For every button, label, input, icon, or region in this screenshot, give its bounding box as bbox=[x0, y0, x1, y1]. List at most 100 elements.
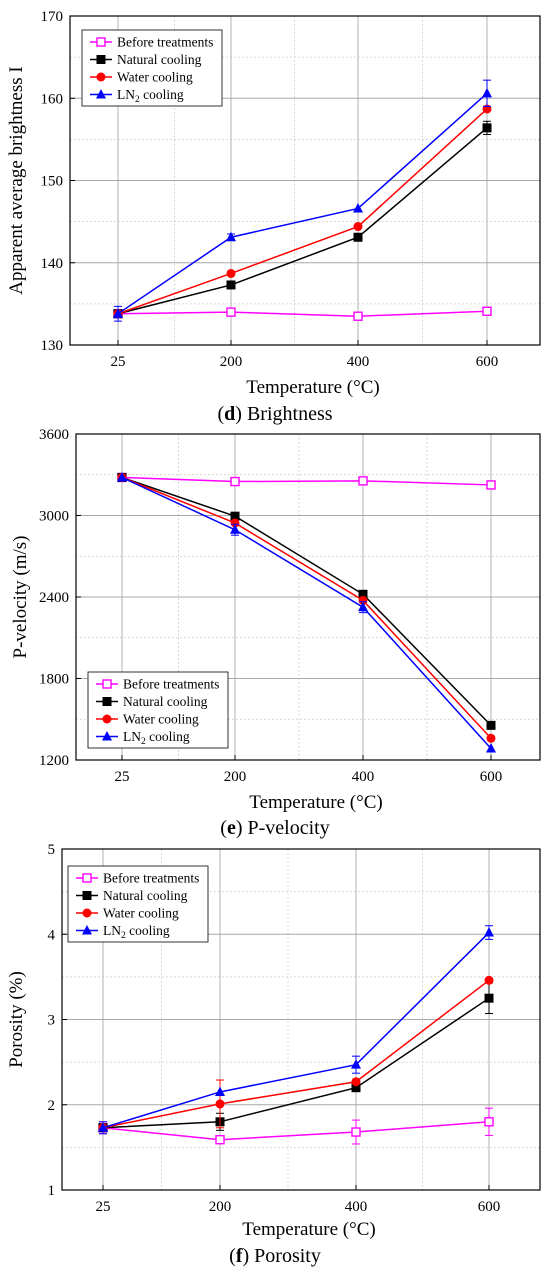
legend-label-rest: cooling bbox=[146, 729, 190, 744]
series-ln2-cooling bbox=[98, 925, 494, 1135]
y-tick-label: 150 bbox=[41, 174, 64, 190]
series-line bbox=[121, 476, 492, 749]
series-before-treatments bbox=[98, 1107, 494, 1145]
y-tick-label: 3 bbox=[48, 1013, 56, 1029]
data-point bbox=[358, 476, 368, 486]
y-tick-label: 1 bbox=[48, 1183, 56, 1199]
series-line bbox=[117, 127, 488, 315]
legend-marker bbox=[96, 55, 106, 64]
data-point bbox=[353, 222, 363, 232]
y-tick-label: 1200 bbox=[39, 753, 69, 769]
series-line bbox=[117, 108, 488, 315]
y-tick-label: 2 bbox=[48, 1098, 56, 1114]
data-point bbox=[226, 307, 236, 317]
caption-text: Brightness bbox=[247, 403, 333, 425]
x-tick-label: 600 bbox=[476, 354, 499, 370]
data-point bbox=[351, 1059, 361, 1069]
caption-close: ) bbox=[236, 817, 248, 839]
data-point bbox=[226, 280, 236, 290]
data-point bbox=[484, 1117, 494, 1127]
data-point bbox=[484, 993, 494, 1003]
data-point bbox=[351, 1077, 361, 1087]
legend-subscript: 2 bbox=[121, 931, 126, 941]
legend-marker bbox=[102, 731, 112, 741]
data-point bbox=[353, 232, 363, 242]
legend-marker bbox=[82, 925, 92, 935]
series-line bbox=[121, 476, 492, 486]
legend-label-rest: cooling bbox=[126, 923, 170, 938]
data-point bbox=[484, 975, 494, 985]
series-line bbox=[121, 476, 492, 739]
legend-marker bbox=[96, 89, 106, 99]
series-line bbox=[117, 310, 488, 317]
legend-label: Before treatments bbox=[123, 677, 219, 692]
series-line bbox=[102, 979, 490, 1129]
data-point bbox=[215, 1086, 225, 1096]
data-point bbox=[486, 733, 496, 743]
y-tick-label: 130 bbox=[41, 338, 64, 354]
data-point bbox=[113, 308, 123, 318]
series-line bbox=[102, 932, 490, 1129]
chart-panel-d: 130 140 150 160 170 25 200 400 600 Temperature (°… bbox=[6, 9, 541, 425]
legend-marker bbox=[102, 679, 112, 689]
x-tick-label: 600 bbox=[480, 769, 503, 785]
caption-letter: e bbox=[227, 817, 236, 839]
legend-label: Natural cooling bbox=[117, 52, 202, 67]
panel-caption: (f) Porosity bbox=[229, 1245, 321, 1267]
legend-marker bbox=[102, 714, 112, 724]
legend-marker bbox=[82, 891, 92, 900]
y-tick-label: 2400 bbox=[39, 590, 69, 606]
legend-marker bbox=[102, 697, 112, 706]
series-water-cooling bbox=[98, 975, 494, 1133]
data-point bbox=[215, 1099, 225, 1109]
caption-open: ( bbox=[229, 1245, 236, 1267]
caption-close: ) bbox=[242, 1245, 254, 1267]
panel-caption: (e) P-velocity bbox=[220, 817, 329, 839]
y-tick-label: 3600 bbox=[39, 427, 69, 443]
series-natural-cooling bbox=[113, 120, 492, 319]
x-tick-label: 400 bbox=[352, 769, 375, 785]
panel-caption: (d) Brightness bbox=[217, 403, 332, 425]
series-water-cooling bbox=[113, 104, 492, 319]
legend: Before treatments Natural cooling Water co… bbox=[81, 29, 223, 107]
data-point bbox=[98, 1122, 108, 1132]
data-point bbox=[358, 595, 368, 605]
y-axis-label: Porosity (%) bbox=[6, 971, 27, 1068]
data-point bbox=[230, 524, 240, 534]
series-water-cooling bbox=[117, 472, 496, 743]
legend-label: Before treatments bbox=[103, 871, 199, 886]
legend-label: Natural cooling bbox=[123, 694, 208, 709]
data-point bbox=[215, 1135, 225, 1145]
series-before-treatments bbox=[117, 472, 496, 490]
data-point bbox=[358, 601, 368, 612]
x-tick-label: 25 bbox=[111, 354, 126, 370]
legend-marker bbox=[82, 873, 92, 883]
data-point bbox=[484, 927, 494, 937]
caption-open: ( bbox=[220, 817, 227, 839]
data-point bbox=[353, 202, 363, 213]
y-tick-label: 170 bbox=[41, 9, 64, 25]
x-tick-label: 400 bbox=[347, 354, 370, 370]
legend-subscript: 2 bbox=[141, 737, 146, 747]
y-axis-label: P-velocity (m/s) bbox=[10, 536, 31, 659]
x-axis-label: Temperature (°C) bbox=[249, 792, 382, 813]
data-point bbox=[482, 87, 492, 98]
legend: Before treatments Natural cooling Water co… bbox=[87, 671, 229, 749]
x-axis-label: Temperature (°C) bbox=[242, 1219, 375, 1240]
data-point bbox=[230, 518, 240, 528]
legend-label: Natural cooling bbox=[103, 888, 188, 903]
x-tick-label: 200 bbox=[220, 354, 243, 370]
data-point bbox=[230, 476, 240, 487]
legend-marker bbox=[82, 908, 92, 918]
series-ln2-cooling bbox=[113, 79, 492, 322]
x-tick-label: 200 bbox=[209, 1199, 232, 1215]
y-axis-label: Apparent average brightness I bbox=[6, 66, 27, 294]
data-point bbox=[486, 480, 496, 490]
caption-letter: d bbox=[224, 403, 235, 425]
x-tick-label: 25 bbox=[96, 1199, 111, 1215]
y-tick-label: 140 bbox=[41, 256, 64, 272]
chart-panel-f: 1 2 3 4 5 25 200 400 600 Temperature (°C) Porosity… bbox=[6, 842, 541, 1267]
x-tick-label: 25 bbox=[115, 769, 130, 785]
series-before-treatments bbox=[113, 306, 492, 321]
